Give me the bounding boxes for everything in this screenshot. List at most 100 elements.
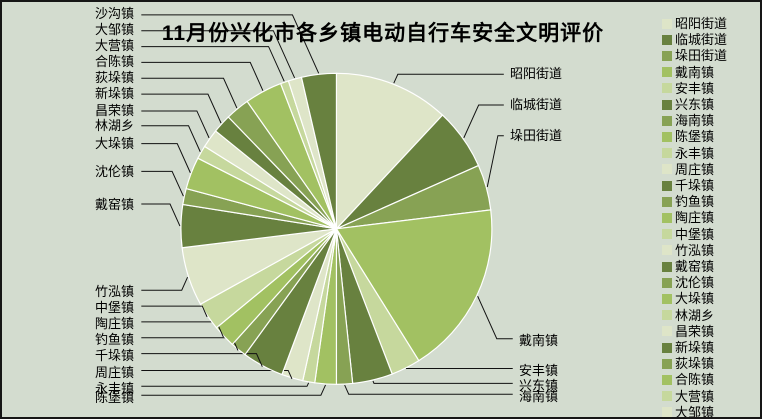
legend-swatch-icon [662,245,672,256]
legend-item[interactable]: 临城街道 [662,32,727,47]
leader-line [141,203,181,227]
legend-swatch-icon [662,229,672,240]
pie-slice[interactable] [335,209,493,362]
legend-swatch-icon [662,293,672,304]
legend-item[interactable]: 林湖乡 [662,308,714,323]
legend-label: 沈伦镇 [675,275,715,291]
legend-label: 大营镇 [675,388,715,404]
legend-swatch-icon [662,212,672,223]
legend-item[interactable]: 永丰镇 [662,146,714,161]
legend-label: 中堡镇 [675,226,715,242]
legend-item[interactable]: 昭阳街道 [662,16,727,31]
slice-label: 沙沟镇 [94,6,134,21]
legend-swatch-icon [662,277,672,288]
legend-item[interactable]: 垛田街道 [662,48,727,63]
legend-item[interactable]: 荻垛镇 [662,356,714,371]
legend-swatch-icon [662,115,672,126]
legend-label: 垛田街道 [675,48,728,64]
legend-swatch-icon [662,50,672,61]
legend-label: 大垛镇 [675,291,715,307]
legend-item[interactable]: 大营镇 [662,389,714,404]
legend-item[interactable]: 钓鱼镇 [662,194,714,209]
slice-label: 昌荣镇 [94,103,134,118]
legend-swatch-icon [662,180,672,191]
legend-swatch-icon [662,67,672,78]
legend-item[interactable]: 竹泓镇 [662,243,714,258]
legend-swatch-icon [662,342,672,353]
legend-label: 合陈镇 [675,372,715,388]
legend-item[interactable]: 陈堡镇 [662,129,714,144]
legend-item[interactable]: 新垛镇 [662,340,714,355]
legend-label: 昌荣镇 [675,323,715,339]
legend-label: 戴南镇 [675,64,715,80]
slice-label: 林湖乡 [94,118,134,133]
slice-label: 沈伦镇 [94,164,134,179]
legend-item[interactable]: 合陈镇 [662,372,714,387]
slice-label: 竹泓镇 [94,284,134,299]
legend-swatch-icon [662,196,672,207]
legend-swatch-icon [662,164,672,175]
slice-label: 陈堡镇 [94,390,134,405]
legend-swatch-icon [662,83,672,94]
leader-line [141,276,189,291]
legend-label: 兴东镇 [675,97,715,112]
legend-label: 荻垛镇 [675,356,715,372]
legend-swatch-icon [662,374,672,385]
slice-label: 海南镇 [519,389,559,404]
legend-label: 新垛镇 [675,340,715,355]
leader-line [477,295,513,340]
legend-item[interactable]: 戴南镇 [662,65,714,80]
slice-label: 荻垛镇 [94,70,134,85]
leader-line [141,382,310,387]
legend-item[interactable]: 安丰镇 [662,81,714,96]
legend-item[interactable]: 戴窑镇 [662,259,714,274]
legend-item[interactable]: 昌荣镇 [662,324,714,339]
slice-label: 昭阳街道 [510,66,563,81]
legend-label: 竹泓镇 [675,242,715,258]
slice-label: 永丰镇 [94,381,134,396]
leader-line [344,384,513,395]
leader-line [141,110,210,139]
legend-item[interactable]: 千垛镇 [662,178,714,193]
legend-swatch-icon [662,148,672,159]
legend-swatch-icon [662,391,672,402]
leader-line [141,369,293,380]
legend-item[interactable]: 中堡镇 [662,227,714,242]
legend-label: 昭阳街道 [675,16,728,31]
slice-label: 安丰镇 [519,363,559,378]
slice-label: 钓鱼镇 [94,332,134,347]
legend-label: 钓鱼镇 [675,194,715,210]
legend-item[interactable]: 海南镇 [662,113,714,128]
legend-label: 林湖乡 [675,307,715,323]
slice-label: 戴南镇 [519,333,559,348]
legend-swatch-icon [662,34,672,45]
slice-label: 千垛镇 [94,348,134,363]
legend-item[interactable]: 周庄镇 [662,162,714,177]
slice-label: 兴东镇 [519,378,559,393]
leader-line [141,30,296,79]
slice-label: 陶庄镇 [94,316,134,331]
slice-label: 临城街道 [510,97,563,112]
pie-slice[interactable] [300,72,338,229]
leader-line [141,353,263,367]
legend-item[interactable]: 陶庄镇 [662,210,714,225]
slice-label: 新垛镇 [94,86,134,101]
legend-item[interactable]: 大邹镇 [662,405,714,417]
legend-item[interactable]: 沈伦镇 [662,275,714,290]
legend-item[interactable]: 大垛镇 [662,291,714,306]
leader-line [141,337,239,351]
legend-label: 永丰镇 [675,145,715,161]
leader-line [141,61,264,91]
legend-swatch-icon [662,18,672,29]
leader-line [486,135,504,188]
leader-line [141,305,208,318]
leader-line [141,14,320,74]
chart-title: 11月份兴化市各乡镇电动自行车安全文明评价 [161,22,605,45]
leader-line [141,93,222,124]
legend-swatch-icon [662,261,672,272]
pie-slice[interactable] [335,72,444,231]
legend-swatch-icon [662,99,672,110]
legend-item[interactable]: 兴东镇 [662,97,714,112]
